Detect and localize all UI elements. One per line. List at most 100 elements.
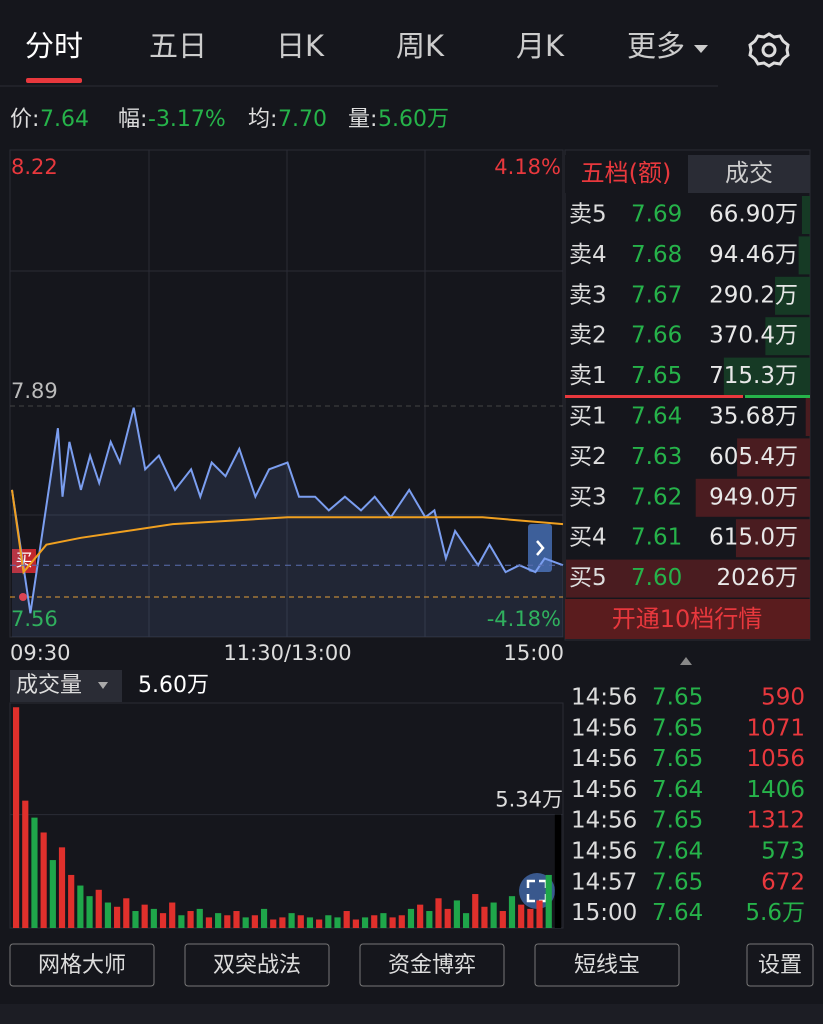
volume-bar bbox=[444, 908, 451, 928]
order-price: 7.64 bbox=[631, 404, 682, 430]
volume-bar bbox=[132, 911, 139, 928]
volume-bar bbox=[31, 817, 38, 928]
trade-time: 15:00 bbox=[571, 900, 637, 926]
volume-bar bbox=[215, 913, 222, 928]
y2-tick-label: -4.18% bbox=[487, 607, 561, 631]
amount-bar bbox=[723, 357, 810, 396]
trade-price: 7.64 bbox=[652, 900, 703, 926]
volume-bar bbox=[123, 898, 130, 928]
tool-button-label: 资金博弈 bbox=[388, 953, 476, 978]
tab[interactable]: 周K bbox=[396, 29, 445, 63]
scroll-up-arrow[interactable] bbox=[680, 657, 692, 665]
tool-button[interactable] bbox=[746, 943, 814, 987]
volume-bar bbox=[306, 917, 314, 928]
tab[interactable]: 月K bbox=[516, 29, 565, 63]
tool-button[interactable] bbox=[184, 943, 330, 987]
tool-button-label: 设置 bbox=[758, 953, 802, 978]
volume-bar bbox=[77, 885, 84, 928]
volume-bar bbox=[435, 898, 442, 928]
volume-bar bbox=[40, 832, 47, 928]
order-price: 7.66 bbox=[631, 323, 682, 349]
tool-button-label: 双突战法 bbox=[213, 953, 301, 978]
volume-bar bbox=[554, 814, 561, 928]
y-tick-label: 7.89 bbox=[11, 379, 58, 403]
volume-bar bbox=[104, 902, 112, 928]
order-price: 7.65 bbox=[631, 363, 682, 389]
volume-bar bbox=[196, 908, 203, 928]
gear-center bbox=[761, 42, 777, 58]
tab[interactable]: 分时 bbox=[25, 29, 83, 63]
info-value: 7.70 bbox=[278, 107, 327, 132]
trade-price: 7.64 bbox=[652, 839, 703, 865]
trade-volume: 590 bbox=[761, 685, 805, 711]
volume-bar bbox=[233, 911, 240, 928]
volume-bar bbox=[499, 911, 506, 928]
volume-bar bbox=[545, 874, 552, 928]
tool-button[interactable] bbox=[534, 943, 680, 987]
volume-bar bbox=[426, 911, 433, 928]
order-amount: 715.3万 bbox=[709, 363, 798, 389]
volume-bar bbox=[178, 915, 185, 928]
trade-price: 7.65 bbox=[652, 715, 703, 741]
tool-button-label: 短线宝 bbox=[574, 953, 640, 978]
amount-bar bbox=[805, 398, 810, 436]
volume-bar bbox=[297, 915, 304, 928]
volume-bar bbox=[242, 917, 249, 928]
buy-point bbox=[19, 593, 27, 601]
trade-time: 14:56 bbox=[571, 715, 637, 741]
amount-bar bbox=[737, 438, 810, 477]
order-tab-active[interactable] bbox=[565, 155, 688, 193]
upgrade-button[interactable] bbox=[565, 599, 810, 639]
active-tab-indicator bbox=[26, 78, 82, 83]
order-label: 卖5 bbox=[569, 202, 607, 228]
volume-tick-label: 5.34万 bbox=[495, 788, 563, 812]
trade-time: 14:57 bbox=[571, 869, 637, 895]
trade-price: 7.65 bbox=[652, 746, 703, 772]
info-value: -3.17% bbox=[148, 107, 226, 132]
info-label: 幅: bbox=[118, 107, 147, 132]
spread-divider-ask bbox=[565, 395, 743, 398]
price-line bbox=[11, 407, 564, 614]
volume-bar bbox=[270, 919, 277, 928]
volume-bar bbox=[518, 904, 525, 928]
amount-bar bbox=[735, 519, 810, 558]
volume-bar bbox=[352, 919, 359, 928]
order-amount: 2026万 bbox=[716, 565, 798, 591]
order-price: 7.69 bbox=[631, 202, 682, 228]
amount-bar bbox=[775, 276, 810, 315]
tab[interactable]: 日K bbox=[276, 29, 325, 63]
volume-bar bbox=[49, 860, 56, 928]
tool-button[interactable] bbox=[359, 943, 505, 987]
trade-volume: 1056 bbox=[746, 746, 805, 772]
info-label: 价: bbox=[10, 107, 39, 132]
tool-button[interactable] bbox=[9, 943, 155, 987]
trade-volume: 672 bbox=[761, 869, 805, 895]
order-label: 买1 bbox=[569, 404, 607, 430]
order-tab[interactable] bbox=[688, 155, 810, 193]
volume-total: 5.60万 bbox=[138, 673, 209, 698]
expand-panel-button[interactable] bbox=[528, 524, 552, 572]
trade-time: 14:56 bbox=[571, 808, 637, 834]
order-amount: 35.68万 bbox=[709, 404, 798, 430]
order-label: 卖2 bbox=[569, 323, 607, 349]
volume-bar bbox=[343, 911, 350, 928]
volume-bar bbox=[316, 919, 323, 928]
order-label: 买5 bbox=[569, 565, 607, 591]
price-grid bbox=[9, 149, 564, 638]
settings-icon[interactable] bbox=[748, 32, 790, 68]
order-tab-label: 成交 bbox=[725, 159, 773, 187]
volume-bar bbox=[481, 906, 488, 928]
info-value: 7.64 bbox=[40, 107, 89, 132]
volume-bar bbox=[114, 906, 121, 928]
amount-bar bbox=[765, 317, 810, 356]
info-label: 均: bbox=[248, 107, 277, 132]
volume-bar bbox=[187, 911, 194, 928]
x-tick-label: 11:30/13:00 bbox=[223, 641, 351, 665]
tab[interactable]: 五日 bbox=[149, 29, 207, 63]
volume-bar bbox=[58, 847, 66, 928]
tab[interactable]: 更多 bbox=[627, 29, 685, 63]
tool-button-label: 网格大师 bbox=[38, 953, 126, 978]
chevron bbox=[536, 540, 545, 556]
volume-bar bbox=[150, 908, 157, 928]
